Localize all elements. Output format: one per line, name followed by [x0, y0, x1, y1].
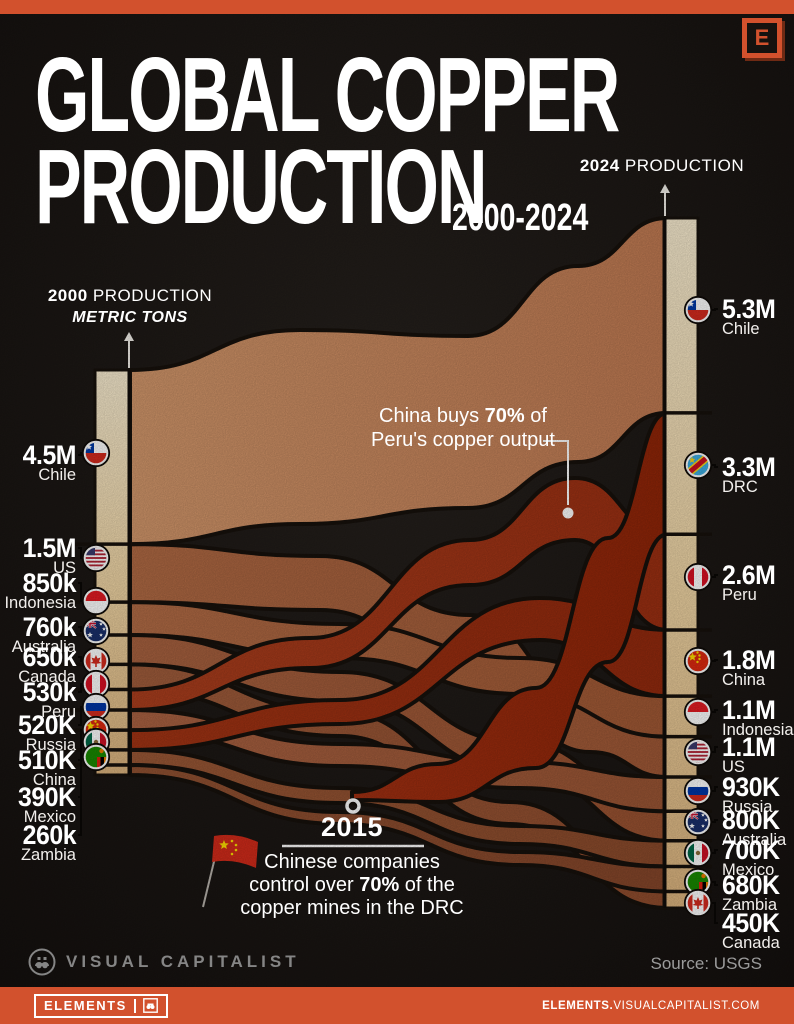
annotation-drc-text: Chinese companies control over 70% of th…: [222, 851, 482, 920]
visual-capitalist-brand[interactable]: VISUAL CAPITALIST: [28, 948, 300, 976]
country-label-australia: Australia: [722, 831, 787, 849]
country-label-indonesia: Indonesia: [4, 594, 76, 612]
brand-name: VISUAL CAPITALIST: [66, 952, 300, 971]
value-label-drc: 3.3M: [722, 452, 776, 482]
country-label-china: China: [722, 671, 766, 689]
value-label-us: 1.1M: [722, 732, 776, 762]
value-label-indonesia: 850k: [22, 568, 77, 598]
website-url[interactable]: ELEMENTS.VISUALCAPITALIST.COM: [542, 1000, 760, 1012]
binoculars-icon: [28, 948, 56, 976]
title-subtitle-years: 2000-2024: [452, 197, 589, 239]
country-label-us: US: [722, 758, 745, 776]
source-credit: Source: USGS: [650, 954, 763, 973]
elements-badge-label: ELEMENTS: [44, 998, 127, 1013]
top-accent-bar: [0, 0, 794, 14]
value-label-mexico: 390K: [18, 782, 76, 812]
elements-e-logo[interactable]: E: [742, 18, 782, 58]
annotation-bold: 70%: [484, 405, 525, 427]
annotation-peru-china: China buys 70% of Peru's copper output: [333, 404, 593, 452]
elements-badge[interactable]: ELEMENTS: [34, 993, 168, 1018]
annotation-text: copper mines in the DRC: [240, 897, 464, 919]
value-label-russia: 930K: [722, 772, 780, 802]
value-label-chile: 5.3M: [722, 294, 776, 324]
url-rest-part: VISUALCAPITALIST.COM: [613, 999, 760, 1012]
annotation-text: of the: [399, 874, 455, 896]
value-label-australia: 800K: [722, 805, 780, 835]
page-title-line1: GLOBAL COPPER: [35, 36, 620, 154]
country-label-australia: Australia: [11, 638, 76, 656]
annotation-bold: 70%: [359, 874, 400, 896]
right-axis-title: 2024 PRODUCTION: [579, 156, 745, 175]
value-label-russia: 520K: [18, 710, 76, 740]
value-label-us: 1.5M: [22, 533, 77, 563]
value-label-zambia: 260k: [22, 820, 77, 850]
left-axis-header: 2000 PRODUCTION METRIC TONS: [40, 286, 220, 327]
bottom-accent-bar: ELEMENTS ELEMENTS.VISUALCAPITALIST.COM: [0, 987, 794, 1024]
annotation-text: Peru's copper output: [371, 429, 555, 451]
country-label-russia: Russia: [722, 798, 773, 816]
page-title-line2: PRODUCTION: [35, 128, 487, 246]
badge-divider: [133, 998, 136, 1013]
value-label-chile: 4.5M: [22, 440, 77, 470]
country-label-mexico: Mexico: [722, 861, 775, 879]
country-label-chile: Chile: [722, 320, 760, 338]
value-label-china: 510K: [18, 745, 76, 775]
country-label-mexico: Mexico: [23, 808, 76, 826]
value-label-indonesia: 1.1M: [722, 695, 776, 725]
annotation-text: Chinese companies: [264, 851, 440, 873]
left-axis-unit: METRIC TONS: [72, 309, 188, 326]
country-label-indonesia: Indonesia: [722, 721, 794, 739]
country-label-drc: DRC: [722, 478, 758, 496]
annotation-text: control over: [249, 874, 360, 896]
value-label-peru: 530k: [22, 677, 77, 707]
annotation-text: of: [524, 405, 547, 427]
country-label-zambia: Zambia: [20, 846, 76, 864]
value-label-canada: 450K: [722, 908, 780, 938]
value-label-zambia: 680K: [722, 870, 780, 900]
country-label-zambia: Zambia: [722, 896, 778, 914]
value-label-china: 1.8M: [722, 645, 776, 675]
country-label-canada: Canada: [722, 934, 780, 952]
value-label-mexico: 700K: [722, 835, 780, 865]
country-label-peru: Peru: [722, 586, 757, 604]
value-label-peru: 2.6M: [722, 560, 776, 590]
annotation-drc-year: 2015: [320, 812, 384, 842]
binoculars-icon: [142, 998, 158, 1013]
annotation-text: China buys: [379, 405, 485, 427]
country-label-china: China: [32, 771, 76, 789]
left-axis-title: 2000 PRODUCTION: [47, 286, 213, 305]
elements-e-letter: E: [754, 25, 770, 50]
right-axis-header: 2024 PRODUCTION: [572, 156, 752, 176]
value-label-australia: 760k: [22, 612, 77, 642]
url-bold-part: ELEMENTS.: [542, 999, 614, 1012]
country-label-canada: Canada: [18, 668, 76, 686]
country-label-peru: Peru: [41, 703, 76, 721]
country-label-russia: Russia: [25, 736, 76, 754]
country-label-chile: Chile: [38, 466, 76, 484]
country-label-us: US: [53, 559, 76, 577]
value-label-canada: 650k: [22, 642, 77, 672]
